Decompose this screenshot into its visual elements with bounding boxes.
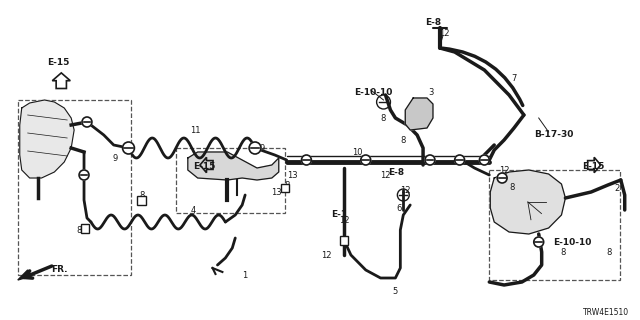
Text: E-15: E-15	[582, 162, 605, 171]
Bar	[490, 170, 620, 280]
Circle shape	[249, 142, 261, 154]
Bar	[176, 148, 285, 213]
Text: 8: 8	[606, 247, 612, 257]
Circle shape	[123, 142, 134, 154]
Text: 7: 7	[511, 74, 516, 83]
Text: 1: 1	[243, 270, 248, 279]
Bar	[340, 236, 348, 244]
Text: 12: 12	[380, 171, 391, 180]
Text: 12: 12	[440, 28, 450, 37]
Bar	[137, 196, 146, 204]
Circle shape	[534, 237, 543, 247]
Text: 5: 5	[393, 287, 398, 297]
Text: 10: 10	[353, 148, 363, 156]
Circle shape	[79, 170, 89, 180]
Text: TRW4E1510: TRW4E1510	[583, 308, 629, 317]
Text: 8: 8	[509, 182, 515, 191]
Text: 2: 2	[614, 183, 620, 193]
Text: 13: 13	[271, 188, 282, 196]
Text: 13: 13	[287, 171, 298, 180]
Text: 11: 11	[191, 125, 201, 134]
Text: E-8: E-8	[388, 168, 404, 177]
Text: B-17-30: B-17-30	[534, 130, 573, 139]
Circle shape	[82, 117, 92, 127]
Polygon shape	[188, 152, 279, 180]
Polygon shape	[18, 270, 31, 280]
Circle shape	[497, 173, 507, 183]
Text: 8: 8	[401, 135, 406, 145]
Text: 12: 12	[400, 186, 410, 195]
Text: 8: 8	[76, 226, 82, 235]
Polygon shape	[490, 170, 565, 234]
Bar	[281, 184, 289, 192]
Text: 12: 12	[321, 251, 332, 260]
Text: 8: 8	[381, 114, 386, 123]
Text: 3: 3	[428, 87, 434, 97]
Bar	[18, 100, 131, 275]
Text: 6: 6	[397, 204, 402, 212]
Polygon shape	[405, 98, 433, 130]
Text: 12: 12	[339, 215, 349, 225]
Text: 8: 8	[561, 247, 566, 257]
Circle shape	[479, 155, 490, 165]
Polygon shape	[20, 100, 74, 178]
Text: 9: 9	[112, 154, 117, 163]
Text: 8: 8	[140, 190, 145, 199]
Text: 8: 8	[284, 180, 289, 189]
Text: E-10-10: E-10-10	[354, 88, 392, 97]
Text: E-1: E-1	[331, 210, 348, 219]
Text: 12: 12	[499, 165, 509, 174]
Circle shape	[361, 155, 371, 165]
Text: E-10-10: E-10-10	[554, 238, 592, 247]
Circle shape	[425, 155, 435, 165]
Text: E-15: E-15	[47, 58, 70, 67]
Text: 4: 4	[190, 205, 195, 214]
Bar	[81, 223, 90, 233]
Text: E-8: E-8	[425, 18, 441, 27]
Text: FR.: FR.	[51, 265, 68, 274]
Text: E-15: E-15	[193, 162, 215, 171]
Circle shape	[301, 155, 312, 165]
Text: 9: 9	[259, 143, 264, 153]
Circle shape	[454, 155, 465, 165]
